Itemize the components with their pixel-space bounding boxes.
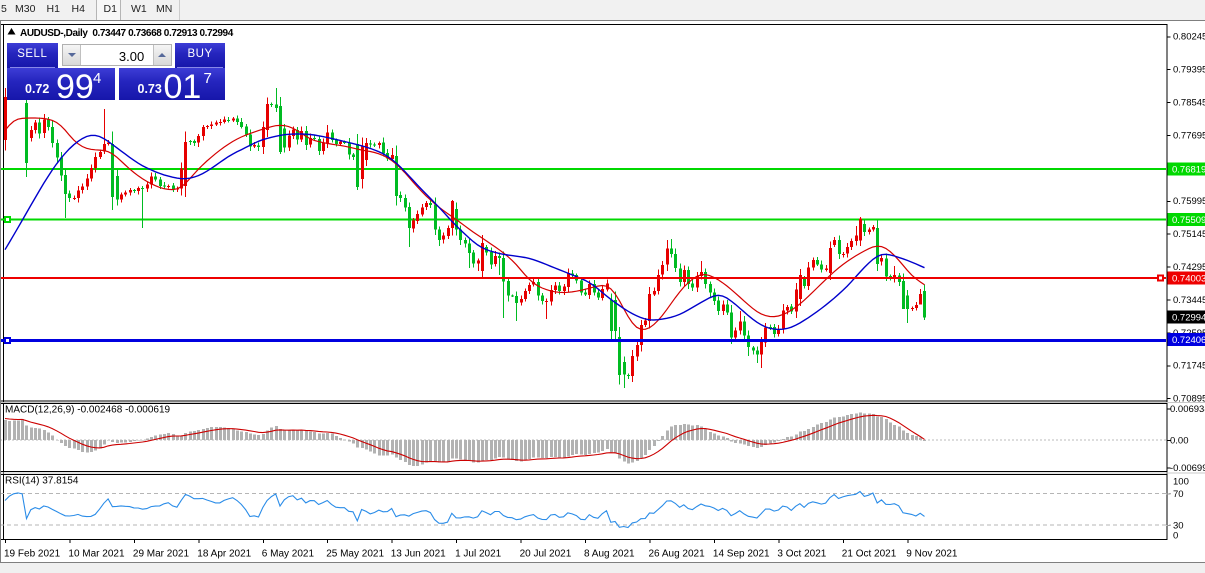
svg-text:8 Aug 2021: 8 Aug 2021 (584, 549, 635, 560)
svg-text:0.75145: 0.75145 (1173, 229, 1205, 240)
svg-text:19 Feb 2021: 19 Feb 2021 (4, 549, 61, 560)
svg-text:3 Oct 2021: 3 Oct 2021 (777, 549, 826, 560)
svg-text:0: 0 (1173, 531, 1178, 542)
svg-text:13 Jun 2021: 13 Jun 2021 (391, 549, 446, 560)
svg-text:10 Mar 2021: 10 Mar 2021 (68, 549, 125, 560)
svg-text:0.72994: 0.72994 (1172, 312, 1205, 323)
svg-text:21 Oct 2021: 21 Oct 2021 (842, 549, 897, 560)
svg-text:20 Jul 2021: 20 Jul 2021 (520, 549, 572, 560)
svg-text:RSI(14) 37.8154: RSI(14) 37.8154 (5, 476, 79, 487)
svg-text:0.71745: 0.71745 (1173, 361, 1205, 372)
svg-text:0.75509: 0.75509 (1172, 215, 1205, 226)
svg-text:1 Jul 2021: 1 Jul 2021 (455, 549, 502, 560)
svg-text:14 Sep 2021: 14 Sep 2021 (713, 549, 770, 560)
svg-text:0.80245: 0.80245 (1173, 32, 1205, 43)
svg-text:29 Mar 2021: 29 Mar 2021 (133, 549, 190, 560)
svg-text:9 Nov 2021: 9 Nov 2021 (906, 549, 958, 560)
svg-text:0.0069388: 0.0069388 (1170, 404, 1205, 415)
svg-text:0.78545: 0.78545 (1173, 98, 1205, 109)
svg-text:70: 70 (1173, 489, 1184, 500)
svg-text:0.79395: 0.79395 (1173, 65, 1205, 76)
svg-text:0.75995: 0.75995 (1173, 196, 1205, 207)
svg-text:-0.0069938: -0.0069938 (1170, 463, 1205, 474)
svg-text:18 Apr 2021: 18 Apr 2021 (197, 549, 251, 560)
svg-text:0.72406: 0.72406 (1172, 335, 1205, 346)
svg-text:0.74295: 0.74295 (1173, 262, 1205, 273)
svg-text:AUDUSD-,Daily 0.73447 0.73668: AUDUSD-,Daily 0.73447 0.73668 0.72913 0.… (20, 28, 234, 39)
svg-text:6 May 2021: 6 May 2021 (262, 549, 315, 560)
svg-text:0.76819: 0.76819 (1172, 164, 1205, 175)
svg-text:26 Aug 2021: 26 Aug 2021 (649, 549, 706, 560)
svg-text:MACD(12,26,9) -0.002468 -0.000: MACD(12,26,9) -0.002468 -0.000619 (5, 405, 171, 416)
svg-text:0.77695: 0.77695 (1173, 130, 1205, 141)
svg-text:0.00: 0.00 (1170, 436, 1189, 447)
svg-text:0.70895: 0.70895 (1173, 394, 1205, 405)
svg-text:25 May 2021: 25 May 2021 (326, 549, 384, 560)
svg-text:0.74003: 0.74003 (1172, 273, 1205, 284)
svg-text:100: 100 (1173, 477, 1189, 488)
svg-text:0.73445: 0.73445 (1173, 295, 1205, 306)
